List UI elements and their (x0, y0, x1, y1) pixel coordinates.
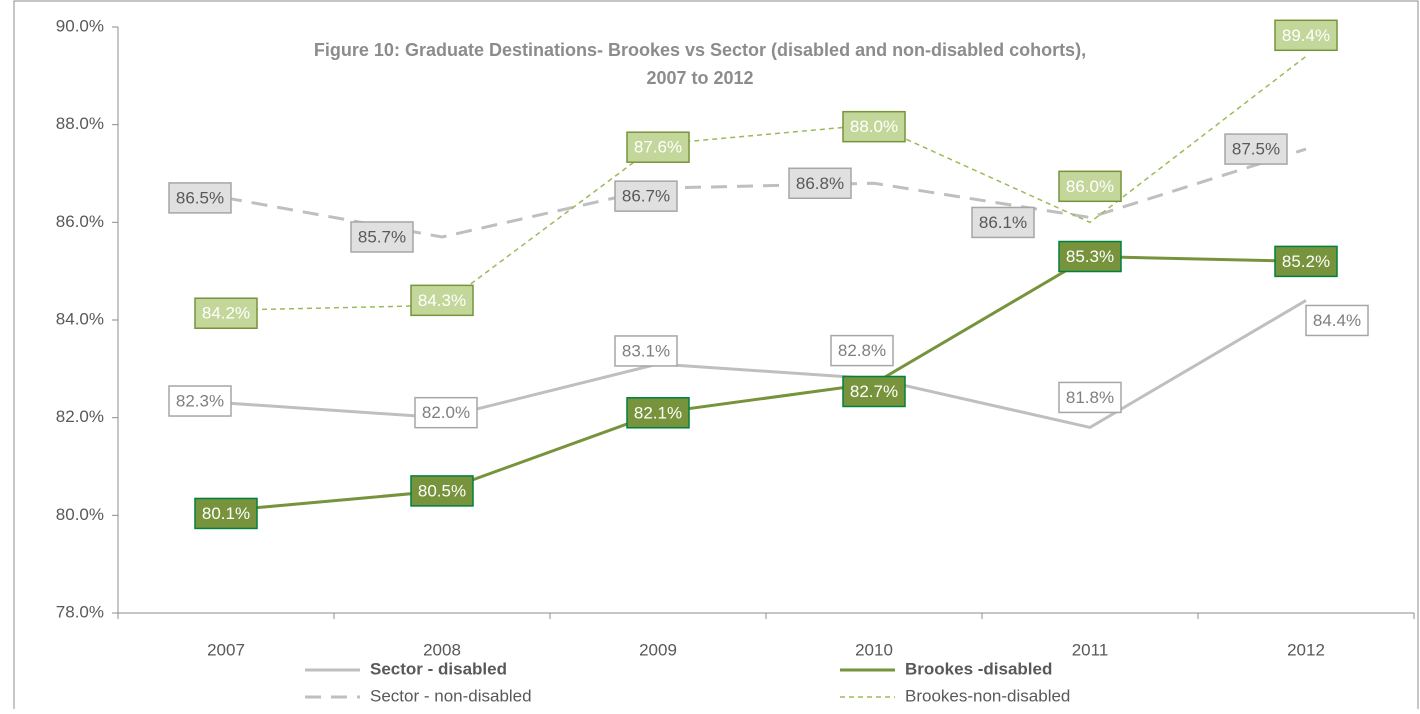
data-label-box (1058, 170, 1122, 203)
y-tick-label: 90.0% (56, 16, 104, 35)
data-label-box (626, 397, 690, 429)
data-label: 86.8% (796, 174, 844, 193)
data-label: 86.0% (1066, 177, 1114, 196)
data-label: 86.1% (979, 213, 1027, 232)
data-label-box (971, 206, 1035, 239)
x-tick-label: 2007 (207, 640, 245, 659)
data-label: 82.3% (176, 392, 224, 411)
data-label-box (1274, 245, 1338, 278)
data-label: 85.7% (358, 227, 406, 246)
data-label: 84.3% (418, 291, 466, 310)
legend-label: Sector - non-disabled (370, 686, 532, 705)
data-label-box (1058, 381, 1122, 414)
x-tick-label: 2010 (855, 640, 893, 659)
data-label: 87.6% (634, 138, 682, 157)
data-label-box (410, 284, 474, 317)
data-label-box (350, 221, 414, 253)
x-tick-label: 2011 (1072, 640, 1109, 659)
data-label: 80.1% (202, 504, 250, 523)
data-label-box (614, 335, 678, 367)
data-label-box (842, 110, 906, 143)
data-label: 87.5% (1232, 140, 1280, 159)
series-line (225, 55, 1307, 311)
legend-label: Brookes -disabled (905, 659, 1052, 678)
legend-label: Brookes-non-disabled (905, 686, 1070, 705)
x-tick-label: 2008 (423, 640, 461, 659)
y-tick-label: 82.0% (56, 407, 104, 426)
data-label: 89.4% (1282, 26, 1330, 45)
x-tick-label: 2012 (1287, 640, 1325, 659)
data-label: 83.1% (622, 341, 670, 360)
data-label-box (1305, 304, 1369, 337)
data-label: 84.4% (1313, 311, 1361, 330)
data-label-box (788, 167, 852, 200)
data-label: 82.0% (422, 403, 470, 422)
data-label: 85.3% (1066, 247, 1114, 266)
data-label: 86.5% (176, 188, 224, 207)
data-label-box (830, 334, 894, 367)
legend-label: Sector - disabled (370, 659, 507, 678)
y-tick-label: 80.0% (56, 505, 104, 524)
data-label-box (1058, 240, 1122, 273)
data-label-box (1224, 133, 1288, 165)
data-label-box (614, 180, 678, 212)
data-label-box (414, 396, 478, 429)
y-tick-label: 84.0% (56, 309, 104, 328)
data-label-box (842, 375, 906, 408)
y-tick-label: 88.0% (56, 114, 104, 133)
data-label: 82.1% (634, 403, 682, 422)
chart-title: Figure 10: Graduate Destinations- Brooke… (314, 40, 1086, 60)
data-label-box (194, 297, 258, 329)
data-label: 85.2% (1282, 252, 1330, 271)
data-label-box (168, 385, 232, 417)
data-label-box (194, 497, 258, 530)
data-label-box (1274, 19, 1338, 52)
chart-border (13, 0, 1419, 714)
y-tick-label: 78.0% (56, 602, 104, 621)
data-label: 82.8% (838, 341, 886, 360)
data-label: 82.7% (850, 382, 898, 401)
data-label-box (626, 131, 690, 163)
data-label: 84.2% (202, 304, 250, 323)
series-line (225, 255, 1307, 512)
series-line (225, 299, 1307, 430)
data-label-box (168, 182, 232, 214)
chart-title: 2007 to 2012 (646, 68, 753, 88)
data-label: 86.7% (622, 187, 670, 206)
y-tick-label: 86.0% (56, 212, 104, 231)
data-label-box (410, 475, 474, 507)
data-label: 81.8% (1066, 388, 1114, 407)
data-label: 80.5% (418, 481, 466, 500)
x-tick-label: 2009 (639, 640, 677, 659)
data-label: 88.0% (850, 117, 898, 136)
